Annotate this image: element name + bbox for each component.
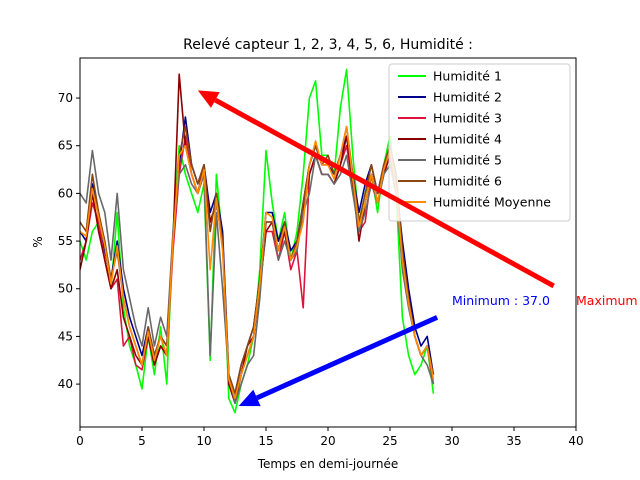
series-line-5: [80, 149, 435, 404]
x-tick-label: 35: [506, 434, 521, 448]
y-tick-label: 40: [58, 377, 73, 391]
annotation-arrow-head: [238, 389, 261, 407]
x-tick-label: 15: [258, 434, 273, 448]
y-tick-label: 45: [58, 329, 73, 343]
annotation-text: Minimum : 37.0: [452, 293, 550, 308]
chart-title: Relevé capteur 1, 2, 3, 4, 5, 6, Humidit…: [183, 37, 473, 53]
legend: Humidité 1 Humidité 2 Humidité 3 Humidité 4…: [388, 63, 571, 222]
y-tick-label: 55: [58, 234, 73, 248]
y-tick-label: 50: [58, 282, 73, 296]
legend-entry: Humidité 3: [433, 111, 502, 126]
annotation-text: Maximum: [576, 293, 638, 308]
x-tick-label: 0: [76, 434, 84, 448]
y-tick-label: 65: [58, 139, 73, 153]
x-tick-label: 25: [382, 434, 397, 448]
annotation-arrow-head: [197, 90, 220, 108]
x-tick-label: 20: [320, 434, 335, 448]
legend-entry: Humidité 1: [433, 69, 502, 84]
x-tick-label: 10: [196, 434, 211, 448]
series-line-3: [80, 135, 435, 400]
legend-entry: Humidité 5: [433, 153, 502, 168]
legend-entry: Humidité 4: [433, 132, 502, 147]
y-tick-label: 60: [58, 186, 73, 200]
y-axis-label: %: [31, 236, 45, 247]
x-tick-label: 30: [444, 434, 459, 448]
legend-box: [388, 63, 571, 222]
x-tick-label: 5: [138, 434, 146, 448]
legend-entry: Humidité 2: [433, 90, 502, 105]
x-tick-label: 40: [568, 434, 583, 448]
y-tick-label: 70: [58, 91, 73, 105]
annotation-arrow-shaft: [214, 97, 555, 289]
x-axis-label: Temps en demi-journée: [257, 457, 399, 471]
legend-entry: Humidité Moyenne: [433, 195, 551, 210]
legend-entry: Humidité 6: [433, 174, 502, 189]
annotation-arrow-shaft: [255, 315, 439, 401]
